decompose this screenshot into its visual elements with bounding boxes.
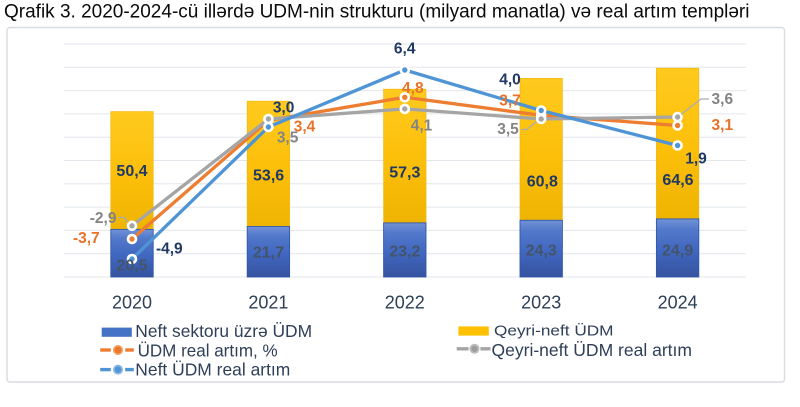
svg-text:3,0: 3,0	[273, 100, 295, 117]
svg-text:3,6: 3,6	[712, 91, 734, 108]
svg-text:-4,9: -4,9	[156, 241, 183, 258]
svg-text:2022: 2022	[385, 293, 425, 313]
svg-text:Qrafik 3. 2020-2024-cü illərdə: Qrafik 3. 2020-2024-cü illərdə UDM-nin s…	[4, 2, 749, 23]
svg-text:ÜDM real artım, %: ÜDM real artım, %	[138, 341, 278, 361]
svg-text:3,7: 3,7	[499, 92, 521, 109]
svg-text:53,6: 53,6	[253, 167, 284, 184]
svg-text:Qeyri-neft ÜDM: Qeyri-neft ÜDM	[494, 321, 614, 339]
svg-text:3,5: 3,5	[497, 121, 519, 138]
svg-text:1,9: 1,9	[685, 151, 707, 168]
svg-text:24,9: 24,9	[662, 243, 693, 260]
svg-text:3,1: 3,1	[712, 117, 734, 134]
svg-text:2020: 2020	[112, 293, 152, 313]
svg-text:3,5: 3,5	[277, 129, 299, 146]
svg-text:24,3: 24,3	[526, 243, 557, 260]
svg-text:21,7: 21,7	[253, 245, 284, 262]
svg-text:Neft sektoru üzrə ÜDM: Neft sektoru üzrə ÜDM	[135, 321, 312, 341]
svg-text:4,8: 4,8	[402, 80, 424, 97]
svg-text:Qeyri-neft ÜDM real artım: Qeyri-neft ÜDM real artım	[492, 340, 693, 360]
svg-text:50,4: 50,4	[116, 163, 147, 180]
svg-text:60,8: 60,8	[527, 173, 558, 190]
svg-text:2023: 2023	[521, 293, 561, 313]
svg-text:2024: 2024	[658, 293, 698, 313]
svg-text:2021: 2021	[248, 293, 288, 313]
svg-text:20,5: 20,5	[116, 257, 147, 274]
svg-text:3,4: 3,4	[294, 119, 316, 136]
svg-text:23,2: 23,2	[389, 244, 420, 261]
svg-text:4,0: 4,0	[499, 71, 521, 88]
svg-text:4,1: 4,1	[411, 118, 433, 135]
svg-text:57,3: 57,3	[389, 165, 420, 182]
svg-text:64,6: 64,6	[662, 172, 693, 189]
svg-text:6,4: 6,4	[394, 41, 416, 58]
svg-text:-2,9: -2,9	[90, 210, 117, 227]
svg-text:-3,7: -3,7	[73, 230, 100, 247]
svg-text:Neft ÜDM real artım: Neft ÜDM real artım	[135, 360, 290, 380]
